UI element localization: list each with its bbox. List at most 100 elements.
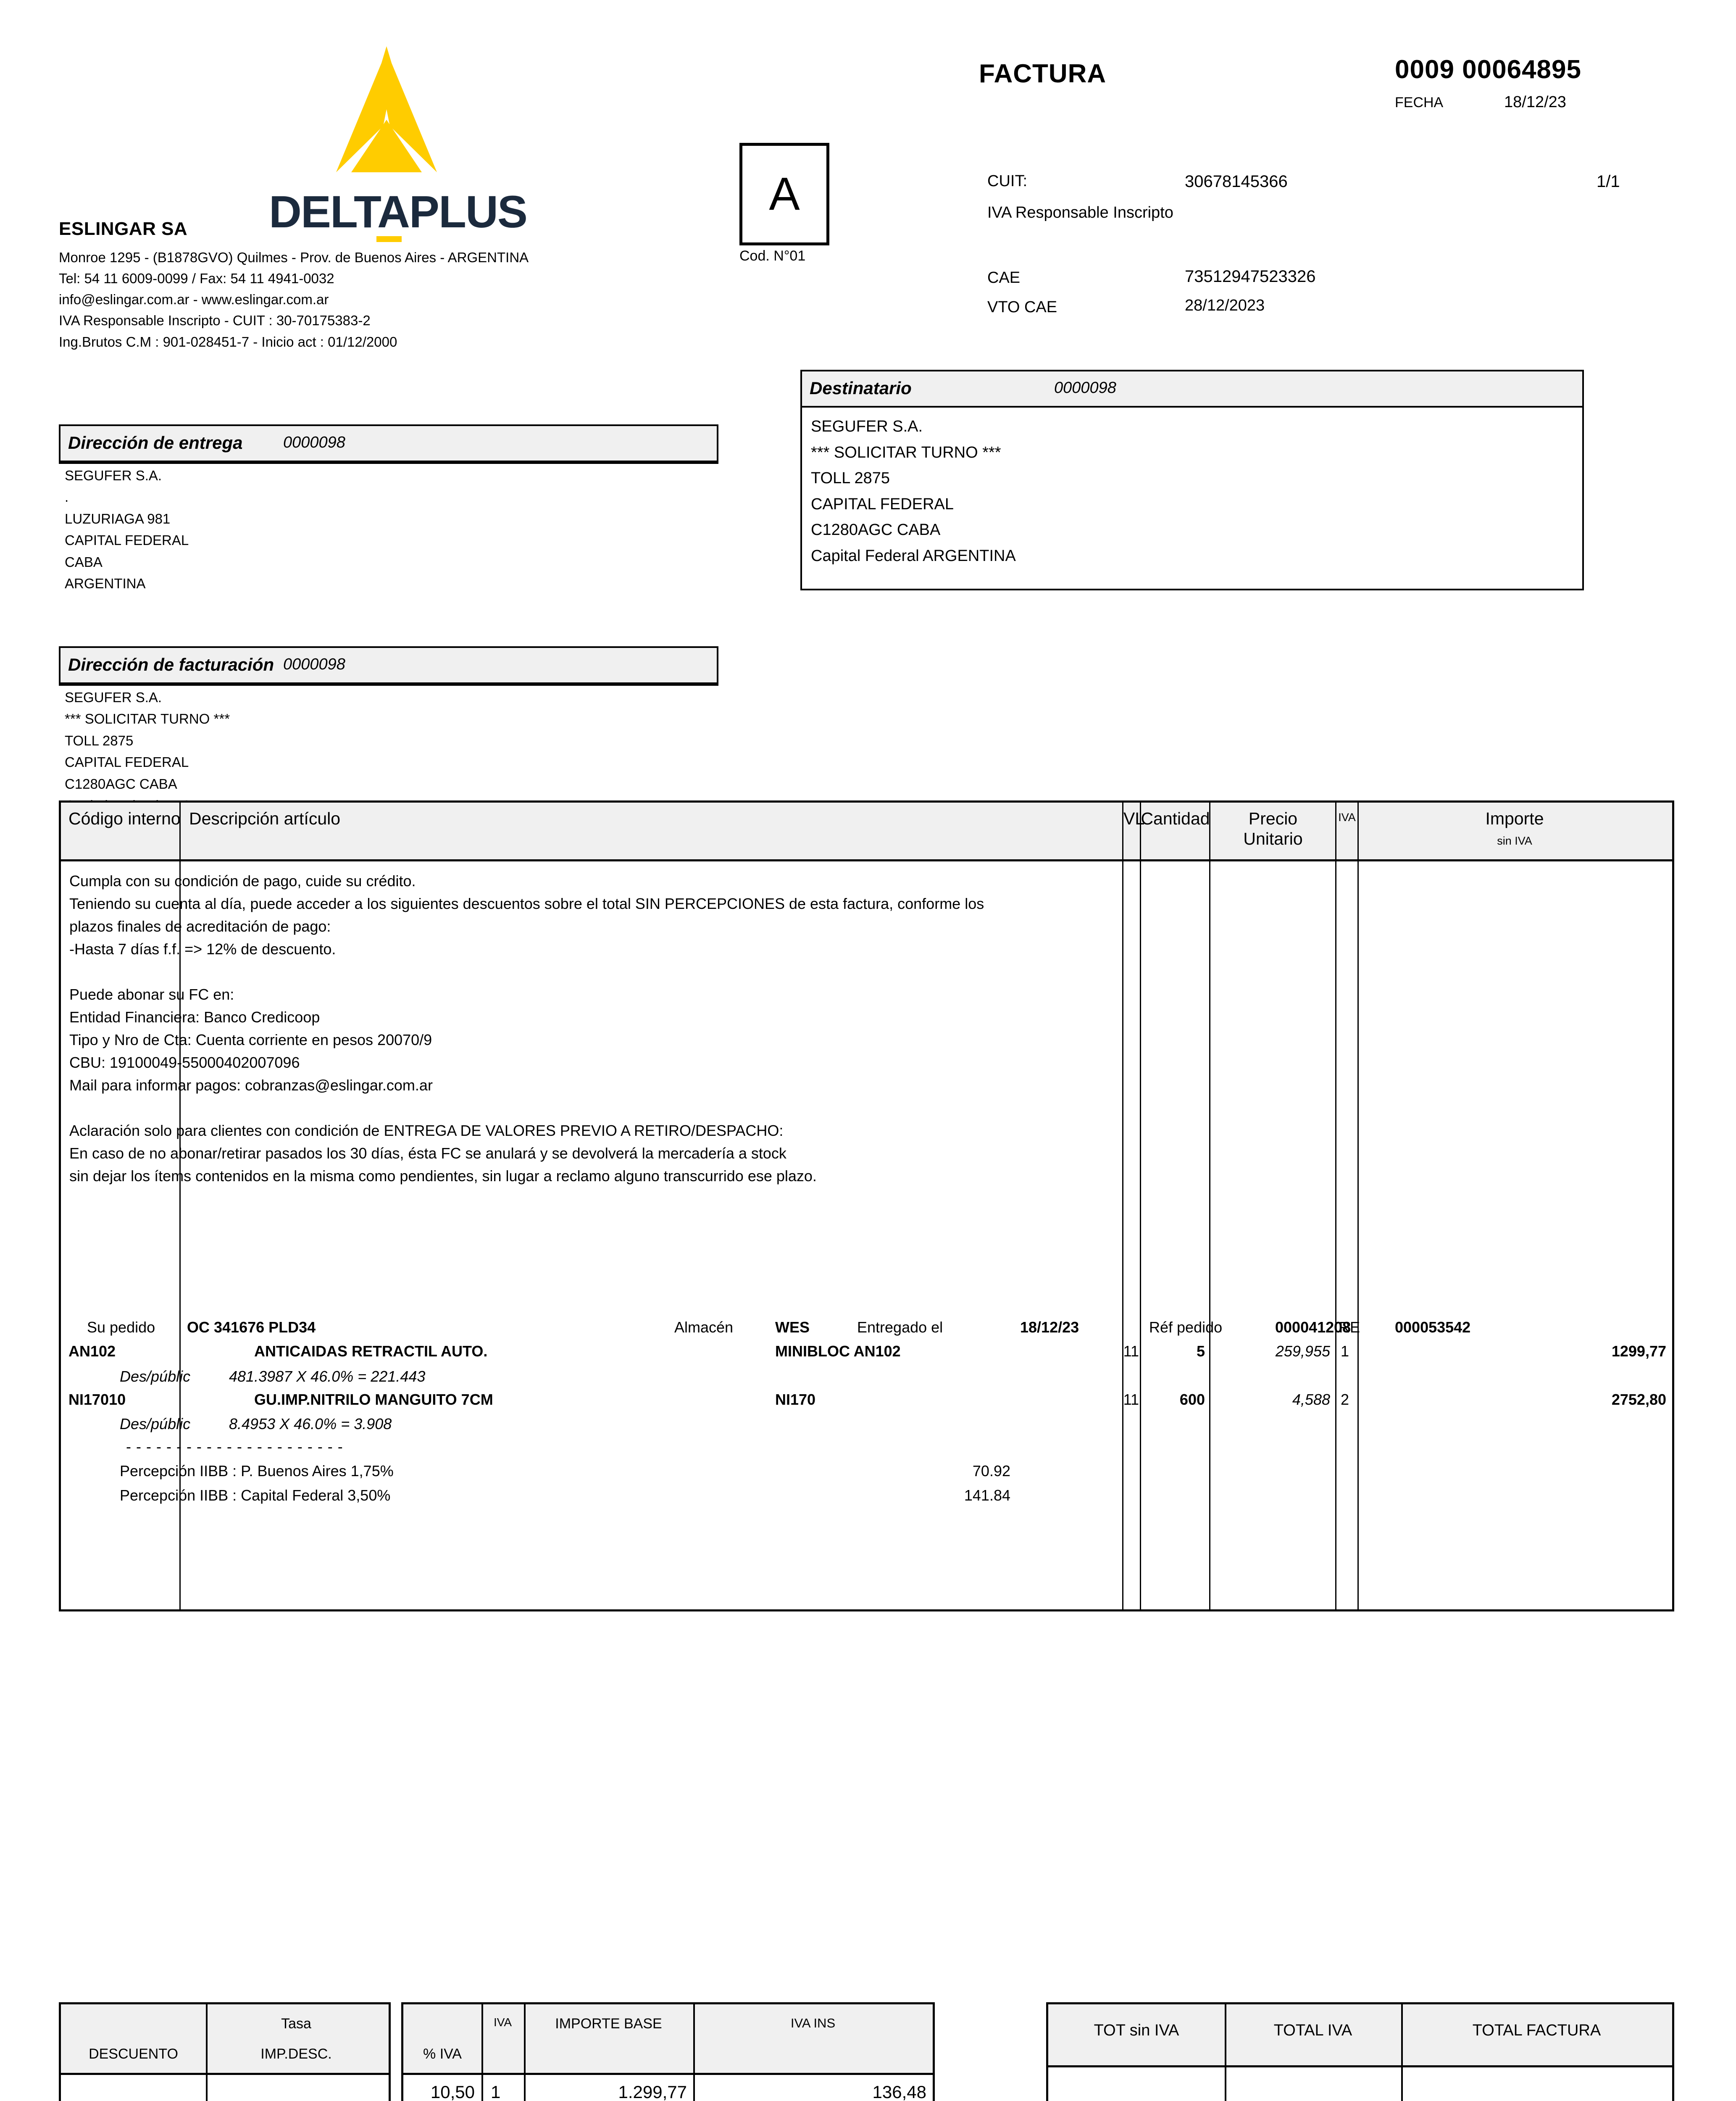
order-value: OC 341676 PLD34 [187,1319,316,1336]
items-table: Código interno Descripción artículo VL C… [59,800,1674,1611]
col-header-code: Código interno [68,809,181,828]
address-line: CAPITAL FEDERAL [65,532,189,548]
column-divider [481,2004,483,2101]
document-title: FACTURA [979,59,1107,88]
note-line: Tipo y Nro de Cta: Cuenta corriente en p… [69,1031,432,1048]
page-number: 1/1 [1597,172,1620,191]
recipient-title: Destinatario [810,378,912,398]
logo-underline [376,236,402,242]
company-email-line: info@eslingar.com.ar - www.eslingar.com.… [59,292,329,308]
iva-row-ins: 136,48 [872,2082,926,2101]
delivered-label: Entregado el [857,1319,943,1336]
totals-table: TOT sin IVA TOTAL IVA TOTAL FACTURA 4.05… [1046,2002,1674,2101]
cuit-value: 30678145366 [1185,172,1288,191]
delivered-value: 18/12/23 [1020,1319,1079,1336]
column-divider [1335,803,1336,1609]
column-divider [1140,803,1141,1609]
billing-address-title: Dirección de facturación [68,655,274,674]
item-vl: 11 [1123,1343,1139,1360]
billing-address-header: Dirección de facturación 0000098 [60,648,717,684]
company-info: ESLINGAR SA Monroe 1295 - (B1878GVO) Qui… [59,219,773,353]
recipient-lines: SEGUFER S.A. *** SOLICITAR TURNO *** TOL… [811,414,1567,569]
perception-value: 141.84 [964,1487,1010,1504]
iva-row-code: 1 [491,2082,501,2101]
col-header-tasa: Tasa [281,2016,311,2032]
cae-value: 73512947523326 [1185,267,1316,286]
col-header-tot-sin-iva: TOT sin IVA [1094,2022,1179,2039]
col-header-importe-base: IMPORTE BASE [555,2016,662,2032]
col-header-quantity: Cantidad [1141,809,1210,828]
shipping-address-box: Dirección de entrega 0000098 [59,424,718,464]
warehouse-label: Almacén [674,1319,734,1336]
address-line: . [65,489,69,505]
invoice-type-box: A [739,143,829,245]
billing-address-code: 0000098 [283,656,345,673]
column-divider [524,2004,526,2101]
note-line: sin dejar los ítems contenidos en la mis… [69,1167,817,1185]
iva-summary-table: % IVA IVA IMPORTE BASE IVA INS 10,50 1 1… [401,2002,935,2101]
col-header-imp-desc: IMP.DESC. [260,2046,332,2062]
perception-label: Percepción IIBB : P. Buenos Aires 1,75% [120,1462,394,1480]
address-line: SEGUFER S.A. [65,468,162,483]
order-ref-value: 000041208 [1275,1319,1351,1336]
order-ref-label: Réf pedido [1149,1319,1223,1336]
iva-row-pct: 10,50 [430,2082,475,2101]
col-header-total-iva: TOTAL IVA [1273,2022,1352,2039]
address-line: CAPITAL FEDERAL [811,495,954,513]
logo-wordmark: DELTAPLUS [269,186,528,237]
item-unit-price: 259,955 [1275,1343,1330,1360]
item-vl: 11 [1123,1391,1139,1408]
billing-address-box: Dirección de facturación 0000098 [59,646,718,686]
address-line: CAPITAL FEDERAL [65,754,189,770]
iva-condition: IVA Responsable Inscripto [987,204,1173,221]
address-line: Capital Federal ARGENTINA [811,547,1016,565]
company-tax-line: IVA Responsable Inscripto - CUIT : 30-70… [59,313,371,329]
item-discount-detail: 481.3987 X 46.0% = 221.443 [229,1368,426,1385]
cae-label: CAE [987,269,1021,287]
note-line: Aclaración solo para clientes con condic… [69,1122,784,1139]
column-divider [693,2004,695,2101]
column-divider [206,2075,208,2101]
note-line: Entidad Financiera: Banco Credicoop [69,1008,320,1026]
shipping-address-title: Dirección de entrega [68,433,243,453]
invoice-date-value: 18/12/23 [1504,93,1566,111]
cae-expiry-value: 28/12/2023 [1185,297,1265,314]
note-line: Mail para informar pagos: cobranzas@esli… [69,1077,433,1094]
col-header-iva: IVA [1338,811,1356,824]
items-table-header: Código interno Descripción artículo VL C… [61,803,1672,861]
address-line: C1280AGC CABA [811,521,941,539]
item-code: AN102 [68,1343,116,1360]
column-divider [1122,803,1123,1609]
col-header-amount: Importe sin IVA [1485,809,1544,848]
note-line: Cumpla con su condición de pago, cuide s… [69,872,416,890]
address-line: C1280AGC CABA [65,776,177,792]
address-line: CABA [65,554,103,570]
invoice-date-label: FECHA [1395,95,1444,111]
perception-value: 70.92 [972,1462,1010,1480]
company-ingbrutos-line: Ing.Brutos C.M : 901-028451-7 - Inicio a… [59,334,397,350]
address-line: TOLL 2875 [811,469,890,487]
item-iva: 1 [1341,1343,1349,1360]
address-line: LUZURIAGA 981 [65,511,171,527]
tax-rate-header-cell [206,2004,389,2075]
note-line: -Hasta 7 días f.f. => 12% de descuento. [69,940,336,958]
company-name: ESLINGAR SA [59,219,188,239]
discount-table: DESCUENTO Tasa IMP.DESC. [59,2002,391,2101]
col-header-iva: IVA [493,2016,512,2029]
item-amount: 2752,80 [1611,1391,1666,1408]
column-divider [1225,2004,1226,2101]
address-line: SEGUFER S.A. [65,690,162,705]
item-iva: 2 [1341,1391,1349,1408]
invoice-notes: Cumpla con su condición de pago, cuide s… [69,870,1288,1187]
address-line: SEGUFER S.A. [811,418,923,435]
billing-address-lines: SEGUFER S.A. *** SOLICITAR TURNO *** TOL… [59,684,724,816]
column-divider [1357,803,1359,1609]
note-spacer [69,961,1288,983]
shipping-address-lines: SEGUFER S.A. . LUZURIAGA 981 CAPITAL FED… [59,462,724,595]
deltaplus-delta-icon [336,46,437,172]
note-line: Teniendo su cuenta al día, puede acceder… [69,895,984,912]
item-quantity: 600 [1179,1391,1205,1408]
address-line: ARGENTINA [65,576,146,592]
invoice-number: 0009 00064895 [1395,55,1582,84]
column-divider [1401,2004,1403,2101]
